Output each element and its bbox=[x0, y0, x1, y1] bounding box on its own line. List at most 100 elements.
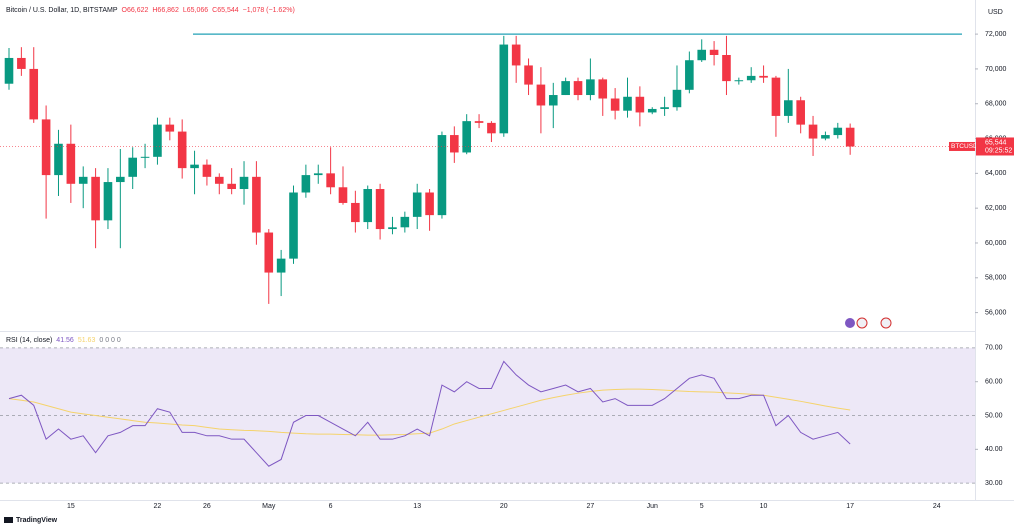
indicator-name: RSI (14, close) bbox=[6, 337, 52, 344]
y-tick-label: 60.00 bbox=[985, 379, 1003, 386]
candle-body bbox=[78, 176, 88, 184]
candle-body bbox=[573, 81, 583, 96]
candle-body bbox=[598, 79, 608, 99]
candle-body bbox=[29, 68, 39, 120]
candle-body bbox=[116, 176, 125, 183]
y-tick-label: 40.00 bbox=[985, 446, 1003, 453]
candle-body bbox=[462, 121, 471, 153]
event-icon[interactable] bbox=[856, 317, 868, 329]
candle-body bbox=[610, 98, 620, 111]
x-tick-label: 22 bbox=[154, 503, 162, 510]
x-tick-label: 27 bbox=[586, 503, 594, 510]
candle-body bbox=[623, 96, 632, 111]
y-tick-label: 68,000 bbox=[985, 101, 1007, 108]
candle-body bbox=[66, 143, 76, 184]
y-tick-label: 60,000 bbox=[985, 240, 1007, 247]
candle-body bbox=[685, 60, 694, 90]
candle-body bbox=[845, 127, 855, 147]
y-tick-label: 62,000 bbox=[985, 205, 1007, 212]
candle-body bbox=[326, 173, 335, 188]
candle-body bbox=[524, 65, 533, 85]
candle-body bbox=[301, 175, 311, 193]
x-tick-label: 17 bbox=[846, 503, 854, 510]
currency-label: USD bbox=[988, 9, 1003, 16]
candle-body bbox=[4, 57, 14, 84]
candle-body bbox=[511, 44, 521, 66]
candle-body bbox=[202, 164, 212, 177]
title: Bitcoin / U.S. Dollar, 1D, BITSTAMP bbox=[6, 7, 118, 14]
chart-title: Bitcoin / U.S. Dollar, 1D, BITSTAMP O66,6… bbox=[6, 7, 295, 14]
candle-body bbox=[313, 173, 323, 176]
candle-body bbox=[561, 81, 570, 96]
event-icon[interactable] bbox=[845, 318, 855, 328]
candle-body bbox=[412, 192, 422, 217]
x-tick-label: 10 bbox=[760, 503, 768, 510]
candle-body bbox=[746, 75, 756, 81]
candle-body bbox=[536, 84, 546, 106]
candle-body bbox=[487, 122, 496, 134]
candle-body bbox=[153, 124, 162, 157]
event-icon[interactable] bbox=[880, 317, 892, 329]
indicator-value: 51.63 bbox=[78, 337, 96, 344]
logo bbox=[4, 517, 13, 523]
price-badge bbox=[976, 137, 1014, 156]
x-tick-label: Jun bbox=[647, 503, 658, 510]
candle-body bbox=[289, 192, 298, 259]
candle-body bbox=[91, 176, 100, 221]
candle-body bbox=[351, 202, 360, 223]
price-label: 65,544 bbox=[985, 139, 1007, 146]
x-tick-label: 5 bbox=[700, 503, 704, 510]
y-tick-label: 30.00 bbox=[985, 480, 1003, 487]
ohlc-value: C65,544 bbox=[212, 7, 239, 14]
candle-body bbox=[660, 107, 669, 109]
candle-body bbox=[214, 176, 224, 184]
x-tick-label: 15 bbox=[67, 503, 75, 510]
candle-body bbox=[227, 183, 236, 190]
candle-body bbox=[276, 258, 286, 273]
candle-body bbox=[672, 89, 682, 108]
x-tick-label: 24 bbox=[933, 503, 941, 510]
y-tick-label: 50.00 bbox=[985, 412, 1003, 419]
candle-body bbox=[548, 95, 558, 106]
candle-body bbox=[252, 176, 261, 233]
candle-body bbox=[375, 189, 385, 230]
event-icons[interactable] bbox=[845, 317, 892, 329]
candle-body bbox=[363, 189, 373, 223]
rsi-series-line bbox=[8, 388, 851, 436]
candle-body bbox=[734, 80, 744, 82]
ohlc-value: O66,622 bbox=[122, 7, 149, 14]
y-tick-label: 58,000 bbox=[985, 275, 1007, 282]
ohlc-value: L65,066 bbox=[183, 7, 208, 14]
footer-brand: TradingView bbox=[16, 517, 58, 524]
candle-body bbox=[647, 108, 657, 113]
candle-body bbox=[709, 49, 719, 55]
candle-body bbox=[400, 216, 410, 228]
candle-body bbox=[808, 124, 818, 139]
symbol-badge bbox=[949, 141, 975, 151]
x-tick-label: 13 bbox=[413, 503, 421, 510]
x-tick-label: 26 bbox=[203, 503, 211, 510]
rsi-series-line bbox=[8, 360, 851, 467]
candle-body bbox=[474, 121, 484, 123]
candle-body bbox=[784, 100, 793, 116]
y-tick-label: 56,000 bbox=[985, 309, 1007, 316]
candle-body bbox=[499, 44, 509, 134]
candle-body bbox=[821, 135, 830, 139]
indicator-title: RSI (14, close) 41.56 51.63 0 0 0 0 bbox=[6, 337, 121, 344]
x-tick-label: 6 bbox=[329, 503, 333, 510]
candle-body bbox=[177, 131, 187, 169]
candle-body bbox=[17, 57, 26, 69]
candle-body bbox=[833, 127, 843, 136]
x-tick-label: 20 bbox=[500, 503, 508, 510]
candle-body bbox=[437, 135, 447, 216]
candle-body bbox=[103, 182, 113, 221]
indicator-value: 41.56 bbox=[56, 337, 74, 344]
candle-body bbox=[759, 75, 768, 78]
candle-body bbox=[635, 96, 645, 113]
y-tick-label: 70,000 bbox=[985, 66, 1007, 73]
y-tick-label: 64,000 bbox=[985, 170, 1007, 177]
candle-body bbox=[722, 55, 731, 82]
candle-body bbox=[190, 164, 199, 169]
candle-body bbox=[586, 79, 595, 96]
